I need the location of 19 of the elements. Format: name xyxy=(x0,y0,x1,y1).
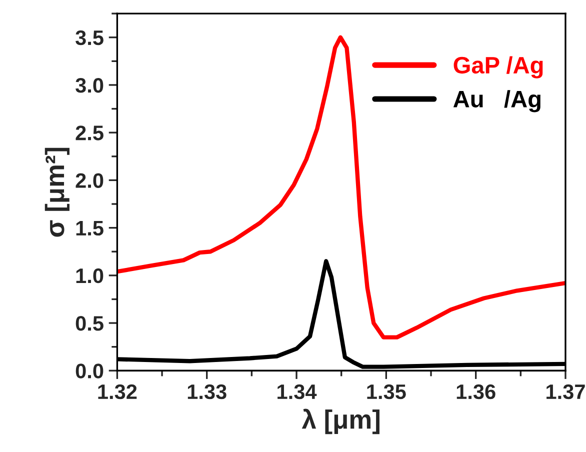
y-tick-label: 0.0 xyxy=(76,364,104,378)
y-tick-label: 2.5 xyxy=(76,126,104,140)
y-tick-label: 1.5 xyxy=(76,221,104,236)
y-tick-label: 3.5 xyxy=(76,30,104,46)
y-tick-label: 3.0 xyxy=(76,78,104,93)
y-tick-label: 0.5 xyxy=(76,316,104,331)
x-tick-label: 1.32 xyxy=(98,384,137,400)
x-tick-label: 1.37 xyxy=(546,384,585,400)
line-series xyxy=(117,35,566,340)
legend-label: Au /Ag xyxy=(453,90,540,112)
x-tick-label: 1.36 xyxy=(456,384,496,400)
x-axis-title: λ [μm] xyxy=(302,408,380,434)
x-tick-label: 1.33 xyxy=(188,384,226,400)
y-tick-label: 2.0 xyxy=(76,173,104,188)
y-tick-label: 1.0 xyxy=(76,268,104,284)
y-axis-title: σ [μm²] xyxy=(44,148,70,237)
x-tick-label: 1.35 xyxy=(367,384,406,400)
x-tick-label: 1.34 xyxy=(278,384,317,400)
legend-label: GaP /Ag xyxy=(454,56,543,78)
